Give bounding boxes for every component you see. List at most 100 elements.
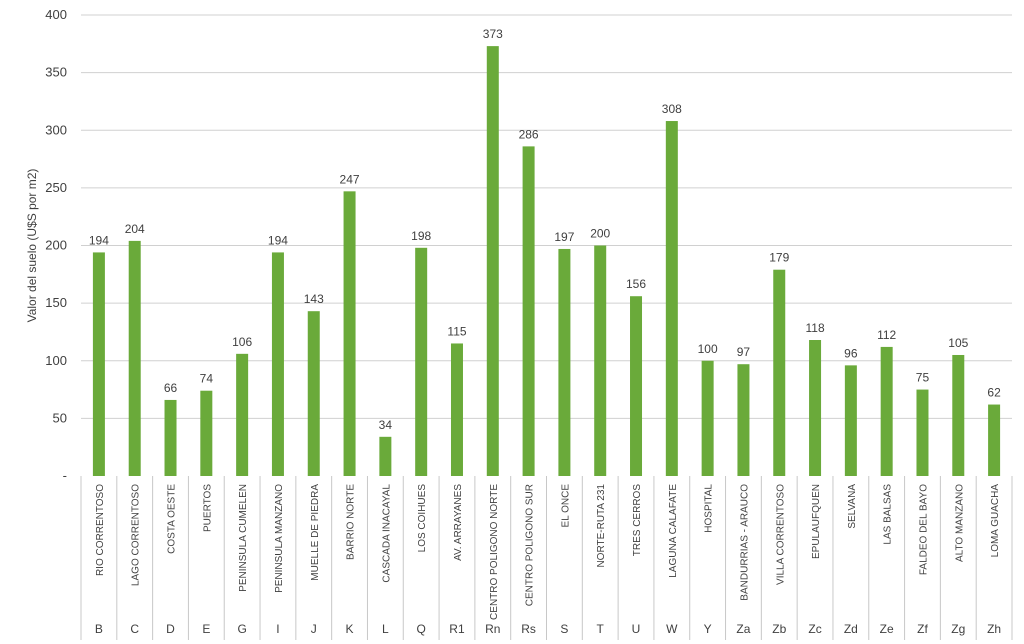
bar (701, 360, 714, 476)
y-tick-label: 250 (45, 180, 67, 195)
data-label: 194 (268, 233, 288, 247)
x-category-label: VILLA CORRENTOSO (775, 484, 786, 585)
bar (773, 269, 786, 476)
x-category-code: W (666, 622, 678, 636)
bar (594, 245, 607, 476)
data-label: 97 (737, 345, 751, 359)
x-category-label: LOMA GUACHA (990, 484, 1001, 558)
data-label: 115 (447, 324, 466, 338)
x-category-label: EL ONCE (560, 484, 571, 528)
data-label: 200 (590, 227, 610, 241)
bar (450, 343, 463, 476)
bar (630, 296, 643, 476)
data-label: 96 (844, 346, 858, 360)
y-tick-label: 400 (45, 7, 67, 22)
y-tick-label: 350 (45, 65, 67, 80)
y-tick-label: 300 (45, 122, 67, 137)
x-category-label: RIO CORRENTOSO (95, 484, 106, 576)
data-label: 100 (698, 342, 718, 356)
bar (164, 399, 177, 476)
y-tick-label: 150 (45, 295, 67, 310)
bar (916, 389, 929, 476)
data-label: 118 (805, 321, 824, 335)
y-tick-label: 50 (53, 410, 67, 425)
x-category-code: Zg (951, 622, 965, 636)
x-category-label: CASCADA INACAYAL (381, 484, 392, 583)
x-category-label: CENTRO POLIGONO SUR (525, 484, 536, 606)
y-tick-label: - (63, 468, 67, 483)
x-category-label: LAGUNA CALAFATE (668, 484, 679, 578)
x-category-label: EPULAUFQUEN (811, 484, 822, 559)
x-category-label: BANDURRIAS - ARAUCO (739, 484, 750, 601)
data-label: 105 (948, 336, 968, 350)
x-category-code: I (276, 622, 279, 636)
bar (92, 252, 105, 476)
x-category-code: S (560, 622, 568, 636)
x-category-code: Zc (808, 622, 821, 636)
data-label: 106 (232, 335, 252, 349)
data-label: 286 (519, 127, 539, 141)
y-axis-title: Valor del suelo (U$S por m2) (25, 169, 39, 323)
x-category-label: TRES CERROS (632, 484, 643, 557)
x-category-code: Za (736, 622, 750, 636)
x-category-label: PUERTOS (202, 484, 213, 532)
bar (379, 436, 392, 476)
x-category-label: AV. ARRAYANES (453, 484, 464, 561)
x-category-code: T (597, 622, 605, 636)
x-category-label: NORTE-RUTA 231 (596, 484, 607, 568)
x-category-code: Zf (917, 622, 928, 636)
x-category-code: K (346, 622, 354, 636)
x-category-code: B (95, 622, 103, 636)
bar (558, 248, 571, 476)
x-category-code: Zh (987, 622, 1001, 636)
x-category-label: SELVANA (847, 484, 858, 529)
data-label: 112 (877, 328, 896, 342)
x-category-label: HOSPITAL (704, 484, 715, 533)
x-category-code: L (382, 622, 389, 636)
bar (236, 353, 249, 476)
bar (271, 252, 284, 476)
data-label: 179 (769, 251, 789, 265)
x-category-code: U (632, 622, 641, 636)
bar (665, 121, 678, 476)
data-label: 194 (89, 233, 109, 247)
x-category-code: Q (417, 622, 426, 636)
data-label: 66 (164, 381, 178, 395)
x-category-code: Rs (521, 622, 536, 636)
bar (486, 46, 499, 477)
x-category-code: C (130, 622, 139, 636)
x-category-label: FALDEO DEL BAYO (918, 484, 929, 575)
bar (128, 240, 141, 476)
data-label: 247 (340, 172, 360, 186)
data-label: 204 (125, 222, 145, 236)
bar (952, 354, 965, 476)
data-label: 373 (483, 27, 503, 41)
x-category-code: Ze (880, 622, 894, 636)
x-category-code: J (311, 622, 317, 636)
x-category-label: COSTA OESTE (167, 484, 178, 554)
data-label: 75 (916, 371, 930, 385)
data-label: 198 (411, 229, 431, 243)
bar (307, 311, 320, 476)
bar (737, 364, 750, 476)
bar (200, 390, 213, 476)
x-category-label: CENTRO POLIGONO NORTE (489, 484, 500, 620)
x-category-label: PENINSULA MANZANO (274, 484, 285, 593)
y-tick-label: 200 (45, 238, 67, 253)
data-label: 308 (662, 102, 682, 116)
bar (343, 191, 356, 476)
x-category-code: R1 (449, 622, 465, 636)
bar (809, 340, 822, 476)
x-category-code: Zd (844, 622, 858, 636)
x-category-label: MUELLE DE PIEDRA (310, 484, 321, 581)
x-category-code: D (166, 622, 175, 636)
bar (522, 146, 535, 476)
x-category-code: G (237, 622, 246, 636)
bar (988, 404, 1001, 476)
data-label: 34 (379, 418, 393, 432)
x-category-label: ALTO MANZANO (954, 484, 965, 562)
x-category-label: PENINSULA CUMELEN (238, 484, 249, 592)
data-label: 156 (626, 277, 646, 291)
x-category-label: BARRIO NORTE (346, 484, 357, 560)
